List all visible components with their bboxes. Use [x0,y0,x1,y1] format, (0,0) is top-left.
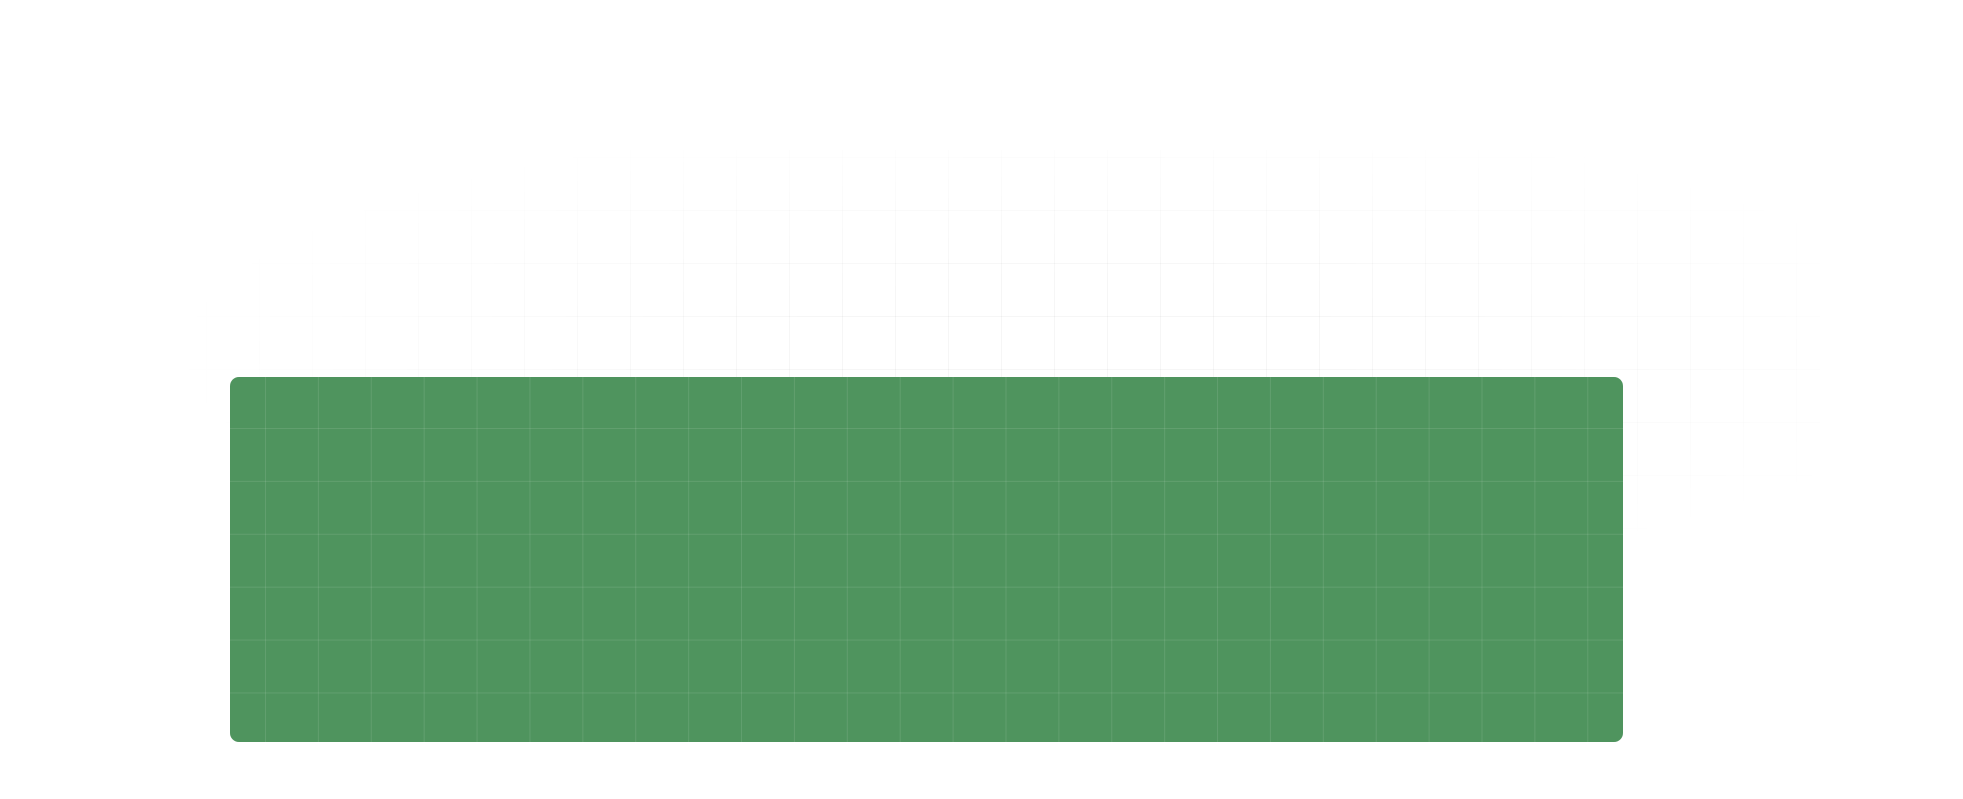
green-grid-panel [230,377,1623,742]
